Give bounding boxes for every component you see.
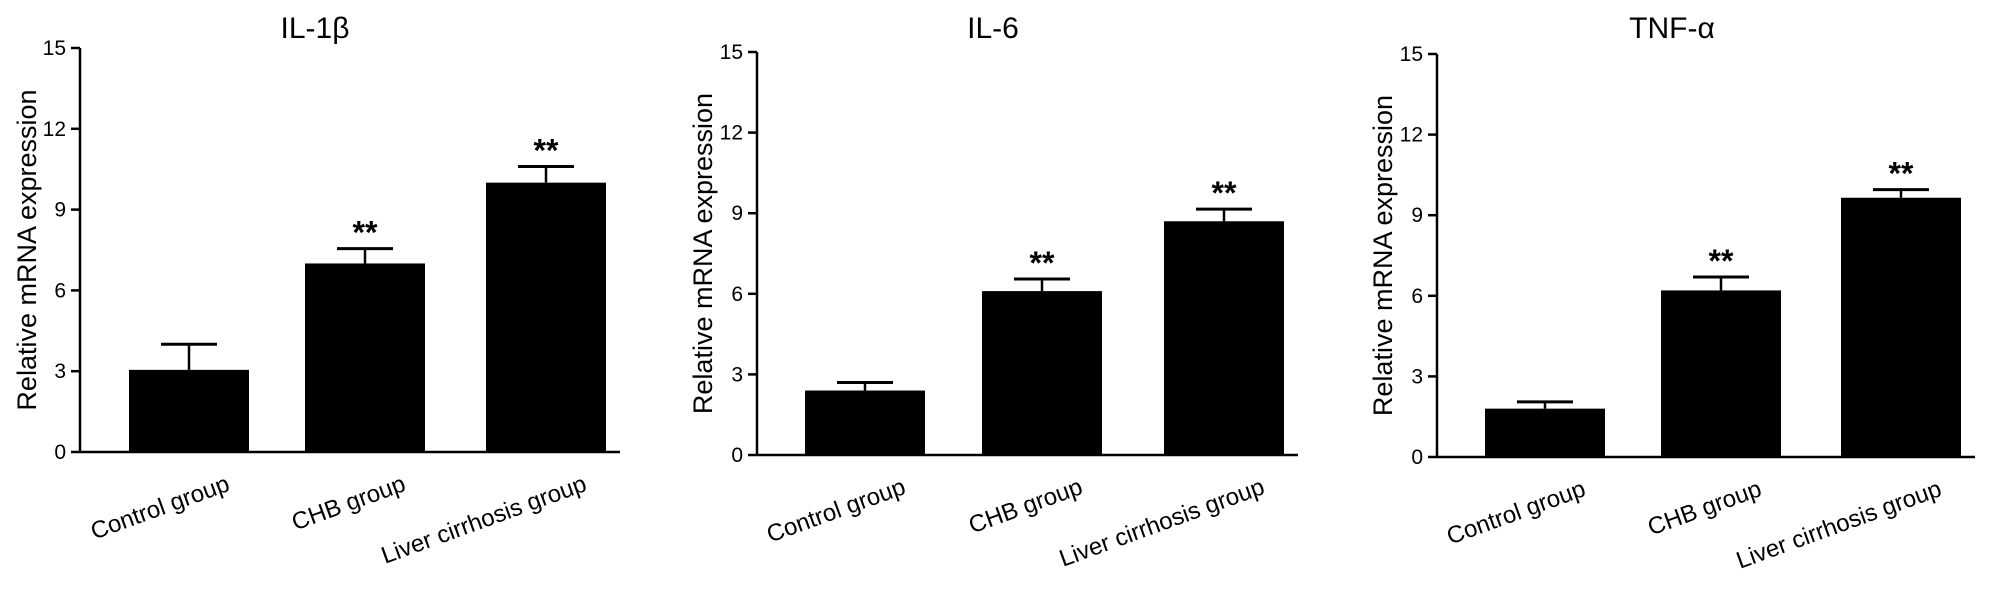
significance-marker: ** — [353, 215, 378, 251]
bar-liver-cirrhosis-group — [1164, 221, 1284, 455]
bar-liver-cirrhosis-group — [1841, 197, 1961, 457]
chart-panel-il6: IL-6 Relative mRNA expression 0 3 6 9 12 15 Cont… — [688, 12, 1298, 573]
y-tick-label: 15 — [43, 37, 66, 60]
chart-panel-tnfa: TNF-α Relative mRNA expression 0 3 6 9 12 15 Con… — [1368, 12, 1975, 575]
y-tick-label: 3 — [1411, 365, 1423, 388]
y-tick-label: 6 — [1411, 285, 1423, 308]
y-axis-label: Relative mRNA expression — [688, 93, 718, 414]
bar-chb-group — [1661, 290, 1781, 457]
bar-control-group — [1485, 408, 1605, 457]
bar-control-group — [129, 369, 249, 452]
bar-liver-cirrhosis-group — [486, 182, 606, 452]
y-axis-label: Relative mRNA expression — [12, 89, 42, 410]
x-category-label-chb-group: CHB group — [1644, 475, 1765, 541]
x-category-label-chb-group: CHB group — [965, 473, 1086, 539]
y-tick-label: 15 — [720, 41, 743, 64]
y-tick-label: 6 — [54, 279, 66, 302]
y-tick-label: 9 — [1411, 204, 1423, 227]
y-tick-label: 12 — [1400, 124, 1423, 147]
bar-chb-group — [305, 263, 425, 452]
chart-title: TNF-α — [1629, 12, 1715, 45]
bar-control-group — [805, 390, 925, 455]
y-tick-label: 9 — [54, 199, 66, 222]
x-category-label-control-group: Control group — [763, 473, 909, 548]
y-tick-label: 3 — [731, 363, 743, 386]
x-category-label-control-group: Control group — [1443, 475, 1589, 550]
significance-marker: ** — [1709, 243, 1734, 279]
x-category-label-liver-cirrhosis-group: Liver cirrhosis group — [378, 470, 590, 569]
y-tick-label: 3 — [54, 360, 66, 383]
y-tick-label: 0 — [1411, 446, 1423, 469]
x-category-label-liver-cirrhosis-group: Liver cirrhosis group — [1056, 473, 1268, 572]
chart-panel-il1b: IL-1β Relative mRNA expression 0 3 6 9 12 15 Con… — [12, 12, 620, 570]
significance-marker: ** — [1030, 245, 1055, 281]
chart-title: IL-1β — [281, 12, 350, 45]
y-tick-label: 12 — [720, 122, 743, 145]
y-tick-label: 9 — [731, 202, 743, 225]
y-tick-label: 15 — [1400, 43, 1423, 66]
chart-title: IL-6 — [967, 12, 1019, 45]
y-tick-label: 0 — [731, 444, 743, 467]
bar-chb-group — [982, 291, 1102, 455]
x-category-label-control-group: Control group — [87, 470, 233, 545]
significance-marker: ** — [534, 133, 559, 169]
y-tick-label: 6 — [731, 283, 743, 306]
x-category-label-liver-cirrhosis-group: Liver cirrhosis group — [1733, 475, 1945, 574]
significance-marker: ** — [1212, 175, 1237, 211]
y-tick-label: 12 — [43, 118, 66, 141]
significance-marker: ** — [1889, 156, 1914, 192]
y-axis-label: Relative mRNA expression — [1368, 95, 1398, 416]
y-tick-label: 0 — [54, 441, 66, 464]
x-category-label-chb-group: CHB group — [288, 470, 409, 536]
